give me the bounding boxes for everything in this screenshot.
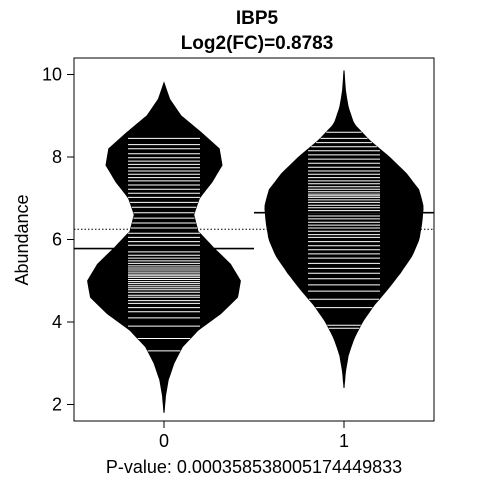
overlay-layer [74,211,434,250]
chart-title: IBP5 [236,8,279,29]
bean-layer [87,70,424,413]
y-tick-label-4: 10 [42,65,62,85]
y-axis-title: Abundance [12,194,32,285]
y-tick-label-1: 4 [52,312,62,332]
y-axis: 2 4 6 8 10 [42,65,74,415]
y-tick-label-0: 2 [52,395,62,415]
y-tick-label-2: 6 [52,230,62,250]
x-tick-label-0: 0 [159,431,169,451]
p-value-label: P-value: 0.000358538005174449833 [106,457,402,477]
chart-subtitle: Log2(FC)=0.8783 [181,33,334,54]
x-tick-label-1: 1 [339,431,349,451]
y-tick-label-3: 8 [52,147,62,167]
